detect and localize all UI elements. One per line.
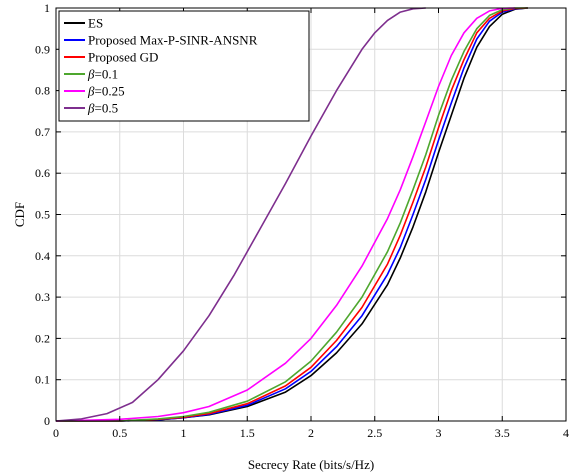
series-line-2	[56, 7, 528, 422]
legend-entry: β=0.1	[87, 67, 118, 82]
series-line-5	[55, 7, 426, 422]
x-tick-label: 0	[53, 426, 59, 440]
y-tick-label: 0.3	[35, 290, 50, 304]
legend-entry: Proposed Max-P-SINR-ANSNR	[88, 33, 258, 48]
legend-entry: ES	[88, 16, 103, 31]
y-tick-label: 0.1	[35, 373, 50, 387]
x-tick-label: 1	[181, 426, 187, 440]
x-axis-label: Secrecy Rate (bits/s/Hz)	[248, 457, 374, 472]
legend-entry-label: Proposed GD	[88, 50, 158, 65]
series-lines	[55, 7, 528, 422]
legend-entry: β=0.5	[87, 101, 118, 116]
legend-entry-label: ES	[88, 16, 103, 31]
y-tick-label: 0.7	[35, 125, 50, 139]
x-tick-label: 3.5	[495, 426, 510, 440]
y-tick-label: 0.9	[35, 42, 50, 56]
y-tick-label: 0.2	[35, 331, 50, 345]
y-tick-label: 0.6	[35, 166, 50, 180]
x-tick-label: 2.5	[367, 426, 382, 440]
y-tick-label: 0.4	[35, 249, 50, 263]
x-tick-label: 4	[563, 426, 569, 440]
legend-box	[58, 10, 310, 122]
legend-entry-symbol: β	[87, 67, 95, 82]
legend-entry-label: =0.5	[94, 101, 118, 116]
x-tick-label: 1.5	[240, 426, 255, 440]
series-line-4	[55, 7, 516, 422]
legend-entry-label: Proposed Max-P-SINR-ANSNR	[88, 33, 258, 48]
legend-entry-symbol: β	[87, 101, 95, 116]
y-axis-label: CDF	[12, 202, 27, 227]
y-tick-label: 0.8	[35, 84, 50, 98]
legend-entry-label: =0.25	[94, 84, 124, 99]
legend-entry-symbol: β	[87, 84, 95, 99]
x-tick-label: 2	[308, 426, 314, 440]
y-tick-label: 0.5	[35, 208, 50, 222]
y-tick-label: 1	[44, 1, 50, 15]
legend-entry: β=0.25	[87, 84, 125, 99]
axis-ticks: 0 0.5 1 1.5 2 2.5 3 3.5 4 0 0.1 0.2 0.3 0.4 0.5 0.6 0.7 0…	[35, 1, 569, 440]
x-tick-label: 3	[436, 426, 442, 440]
series-line-3	[56, 7, 528, 422]
x-tick-label: 0.5	[112, 426, 127, 440]
legend-entry-label: =0.1	[94, 67, 118, 82]
y-tick-label: 0	[44, 414, 50, 428]
legend-entry: Proposed GD	[88, 50, 158, 65]
